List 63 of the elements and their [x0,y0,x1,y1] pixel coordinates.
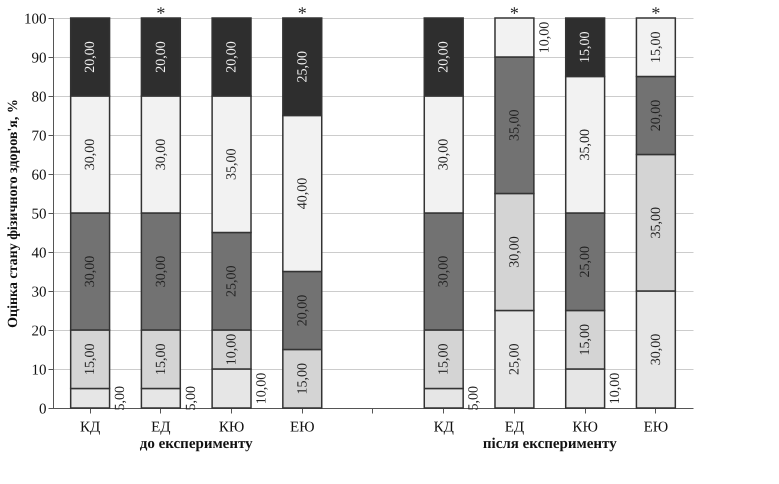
y-tick-label: 30 [32,284,46,300]
data-label: 30,00 [436,138,452,170]
data-label: 10,00 [537,22,552,54]
data-label: 20,00 [648,100,664,132]
data-label: 20,00 [83,41,98,73]
data-label: 20,00 [436,41,452,73]
data-label: 35,00 [578,129,594,160]
data-label: 30,00 [507,236,522,268]
data-label: 20,00 [154,41,169,73]
x-tick-label: ЕД [504,420,524,436]
y-tick-label: 70 [32,128,46,144]
text: * [510,3,519,23]
data-label: 35,00 [507,110,522,141]
data-label: 35,00 [648,207,664,238]
y-axis-title: Оцінка стану фізичного здоров'я, % [6,99,21,328]
y-tick-label: 100 [24,12,46,28]
data-label: 35,00 [224,148,240,180]
data-label: 30,00 [83,256,98,288]
y-tick-label: 90 [32,50,46,66]
data-label: 15,00 [295,363,310,394]
y-tick-label: 20 [32,324,46,340]
text: після експерименту [482,436,618,452]
y-tick-label: 10 [32,362,46,378]
x-tick-label: ЕЮ [290,420,315,436]
data-label: 5,00 [466,386,482,410]
data-label: 5,00 [184,386,199,410]
data-label: 25,00 [578,246,594,278]
data-label: 10,00 [608,372,624,404]
data-label: 15,00 [83,344,98,375]
x-tick-label: КЮ [218,420,244,436]
y-tick-label: 80 [32,90,46,106]
data-label: 30,00 [648,334,664,366]
y-tick-label: 50 [32,206,46,222]
y-tick-label: 60 [32,168,46,184]
text: до експерименту [140,436,254,452]
data-label: 10,00 [224,334,240,366]
data-label: 10,00 [254,372,270,404]
text: * [651,3,660,23]
x-tick-label: КЮ [572,420,598,436]
data-label: 15,00 [154,344,169,375]
annotation: * [298,3,307,23]
data-label: 15,00 [578,32,594,63]
annotation: * [156,3,166,23]
data-label: 25,00 [224,266,240,297]
x-tick-label: КД [80,420,100,436]
y-tick-label: 0 [39,402,46,418]
data-label: 30,00 [154,138,169,170]
data-label: 20,00 [224,41,240,73]
data-label: 15,00 [578,324,594,356]
x-tick-label: КД [434,420,454,436]
data-label: 30,00 [154,256,169,288]
x-tick-label: ЕЮ [644,420,668,436]
data-label: 5,00 [113,386,128,410]
y-tick-label: 40 [32,246,46,262]
data-label: 25,00 [507,344,522,375]
data-label: 40,00 [295,178,310,210]
data-label: 15,00 [648,32,664,63]
x-tick-label: ЕД [151,420,171,436]
data-label: 20,00 [295,294,310,326]
data-label: 25,00 [295,51,310,82]
data-label: 30,00 [83,138,98,170]
data-label: 15,00 [436,344,452,375]
data-label: 30,00 [436,256,452,288]
